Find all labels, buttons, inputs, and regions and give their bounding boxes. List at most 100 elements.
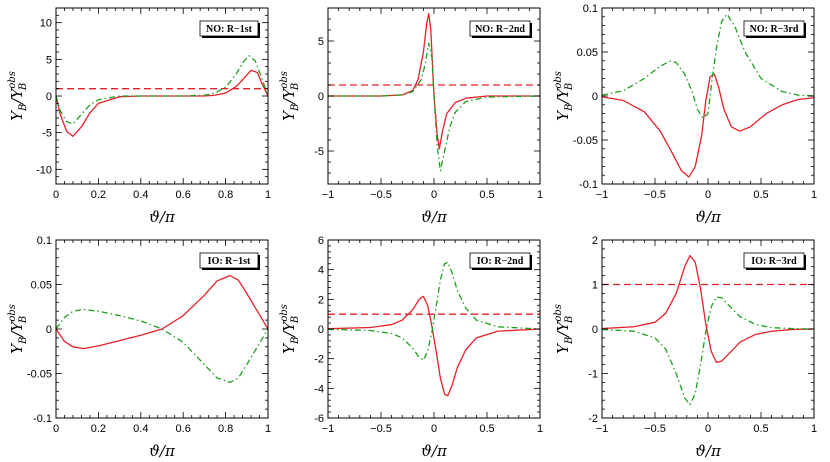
x-tick-label: −1 [596,423,609,435]
y-tick-label: 0 [318,91,324,103]
x-tick-label: 1 [265,189,271,201]
y-axis-label: YB/YobsB [279,71,301,121]
series-line-dashdot [56,308,268,384]
y-tick-label: 0 [592,91,598,103]
x-tick-label: 0.2 [91,189,106,201]
x-tick-label: −0.5 [644,189,666,201]
x-axis-label: ϑ/π [421,208,448,226]
x-tick-label: 0.5 [753,423,768,435]
tag-label: IO: R−2nd [477,256,524,267]
x-tick-label: 1 [537,189,543,201]
tag-box [743,20,805,37]
x-tick-label: −1 [322,189,335,201]
x-tick-label: 0.4 [133,423,148,435]
x-tick-label: 0.5 [479,189,494,201]
y-tick-label: -2 [314,354,324,366]
chart-panel-6: −1 −0.5 0 0.5 1 -2 -1 0 1 2 ϑ/π YB/YobsB IO: R−3rd [553,235,817,460]
series-line-dashdot [602,13,814,119]
x-tick-label: 0.4 [133,189,148,201]
y-tick-label: 0 [46,91,52,103]
y-tick-label: -0.05 [573,135,598,147]
series-line-solid [56,274,268,350]
x-tick-label: −0.5 [370,423,392,435]
y-tick-label: -4 [314,383,324,395]
y-tick-label: -0.1 [33,413,52,425]
y-tick-label: 0 [318,324,324,336]
y-axis-label: YB/YobsB [553,304,575,354]
x-tick-label: 1 [811,189,817,201]
y-tick-label: -6 [314,413,324,425]
tag-label: NO: R−1st [206,24,253,35]
y-tick-label: -0.1 [579,179,598,191]
y-tick-label: 2 [592,235,598,247]
x-tick-label: 0 [431,189,437,201]
tag-box [199,252,259,269]
y-tick-label: -0.05 [27,369,52,381]
tag-label: NO: R−3rd [750,24,799,35]
x-tick-label: 0.6 [176,423,191,435]
tag-label: IO: R−1st [208,256,251,267]
y-tick-label: 5 [46,54,52,66]
series-line-solid [602,254,814,364]
tag-label: IO: R−3rd [751,256,797,267]
y-axis-label: YB/YobsB [279,304,301,354]
series-line-dashdot [328,261,540,361]
x-tick-label: 0.8 [218,189,233,201]
tag-box [743,252,805,269]
x-tick-label: 0 [705,189,711,201]
y-tick-label: -5 [42,128,52,140]
series-line-dashdot [328,42,540,172]
y-tick-label: 0.1 [583,3,598,15]
y-tick-label: 4 [318,265,324,277]
x-tick-label: 0.5 [479,423,494,435]
y-tick-label: 1 [592,280,598,292]
y-tick-label: 0 [46,324,52,336]
x-axis-label: ϑ/π [695,442,722,460]
series-line-solid [56,69,268,137]
y-tick-label: 0.1 [37,235,52,247]
chart-panel-3: −1 −0.5 0 0.5 1 -0.1 -0.05 0 0.05 0.1 ϑ/π YB/YobsB N… [553,3,817,226]
x-tick-label: −0.5 [644,423,666,435]
y-tick-label: -5 [314,146,324,158]
series-line-solid [328,12,540,150]
chart-panel-1: 0 0.2 0.4 0.6 0.8 1 -10 -5 0 5 10 ϑ/π YB/YobsB NO: R−… [7,7,271,226]
x-tick-label: −0.5 [370,189,392,201]
y-tick-label: 10 [40,18,52,30]
y-axis-label: YB/YobsB [7,304,29,354]
chart-panel-2: −1 −0.5 0 0.5 1 -5 0 5 ϑ/π YB/YobsB NO: R−2nd [279,7,543,226]
x-tick-label: 0 [53,189,59,201]
x-axis-label: ϑ/π [421,442,448,460]
y-tick-label: 0.05 [31,280,52,292]
y-tick-label: -10 [36,164,52,176]
tag-box [199,20,259,37]
tag-label: NO: R−2nd [475,24,525,35]
x-tick-label: −1 [322,423,335,435]
x-tick-label: 0.5 [753,189,768,201]
x-axis-label: ϑ/π [149,442,176,460]
chart-panel-5: −1 −0.5 0 0.5 1 -6 -4 -2 0 2 4 6 ϑ/π YB/YobsB IO: R−2n… [279,235,543,460]
y-tick-label: 0.05 [577,47,598,59]
x-tick-label: 0.2 [91,423,106,435]
x-tick-label: 1 [265,423,271,435]
x-tick-label: −1 [596,189,609,201]
y-tick-label: 2 [318,294,324,306]
y-tick-label: 5 [318,36,324,48]
y-tick-label: 0 [592,324,598,336]
y-tick-label: -2 [588,413,598,425]
series-line-dashdot [602,296,814,406]
x-tick-label: 0.8 [218,423,233,435]
x-tick-label: 1 [537,423,543,435]
x-axis-label: ϑ/π [695,208,722,226]
x-tick-label: 0 [431,423,437,435]
series-line-dashdot [56,55,268,125]
chart-panel-4: 0 0.2 0.4 0.6 0.8 1 -0.1 -0.05 0 0.05 0.1 ϑ/π YB/Yob… [7,235,271,460]
x-tick-label: 0 [705,423,711,435]
tag-box [469,252,531,269]
y-tick-label: 6 [318,235,324,247]
y-axis-label: YB/YobsB [553,71,575,121]
x-tick-label: 0.6 [176,189,191,201]
x-axis-label: ϑ/π [149,208,176,226]
y-tick-label: -1 [588,369,598,381]
y-axis-label: YB/YobsB [7,71,29,121]
